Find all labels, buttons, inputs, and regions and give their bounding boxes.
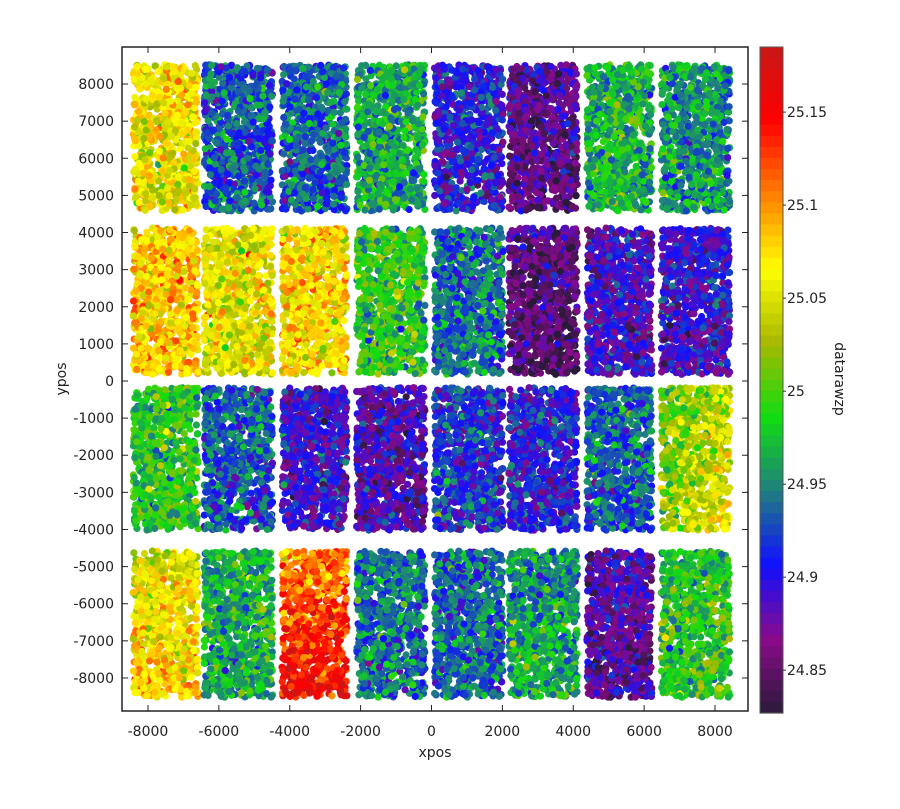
x-axis-label: xpos xyxy=(418,745,451,761)
scatter-chart: -8000-6000-4000-200002000400060008000 80… xyxy=(0,0,900,805)
colorbar xyxy=(760,47,783,714)
y-axis-label: ypos xyxy=(54,362,70,395)
scatter-points xyxy=(130,61,734,701)
colorbar-label: datarawzp xyxy=(831,342,847,416)
